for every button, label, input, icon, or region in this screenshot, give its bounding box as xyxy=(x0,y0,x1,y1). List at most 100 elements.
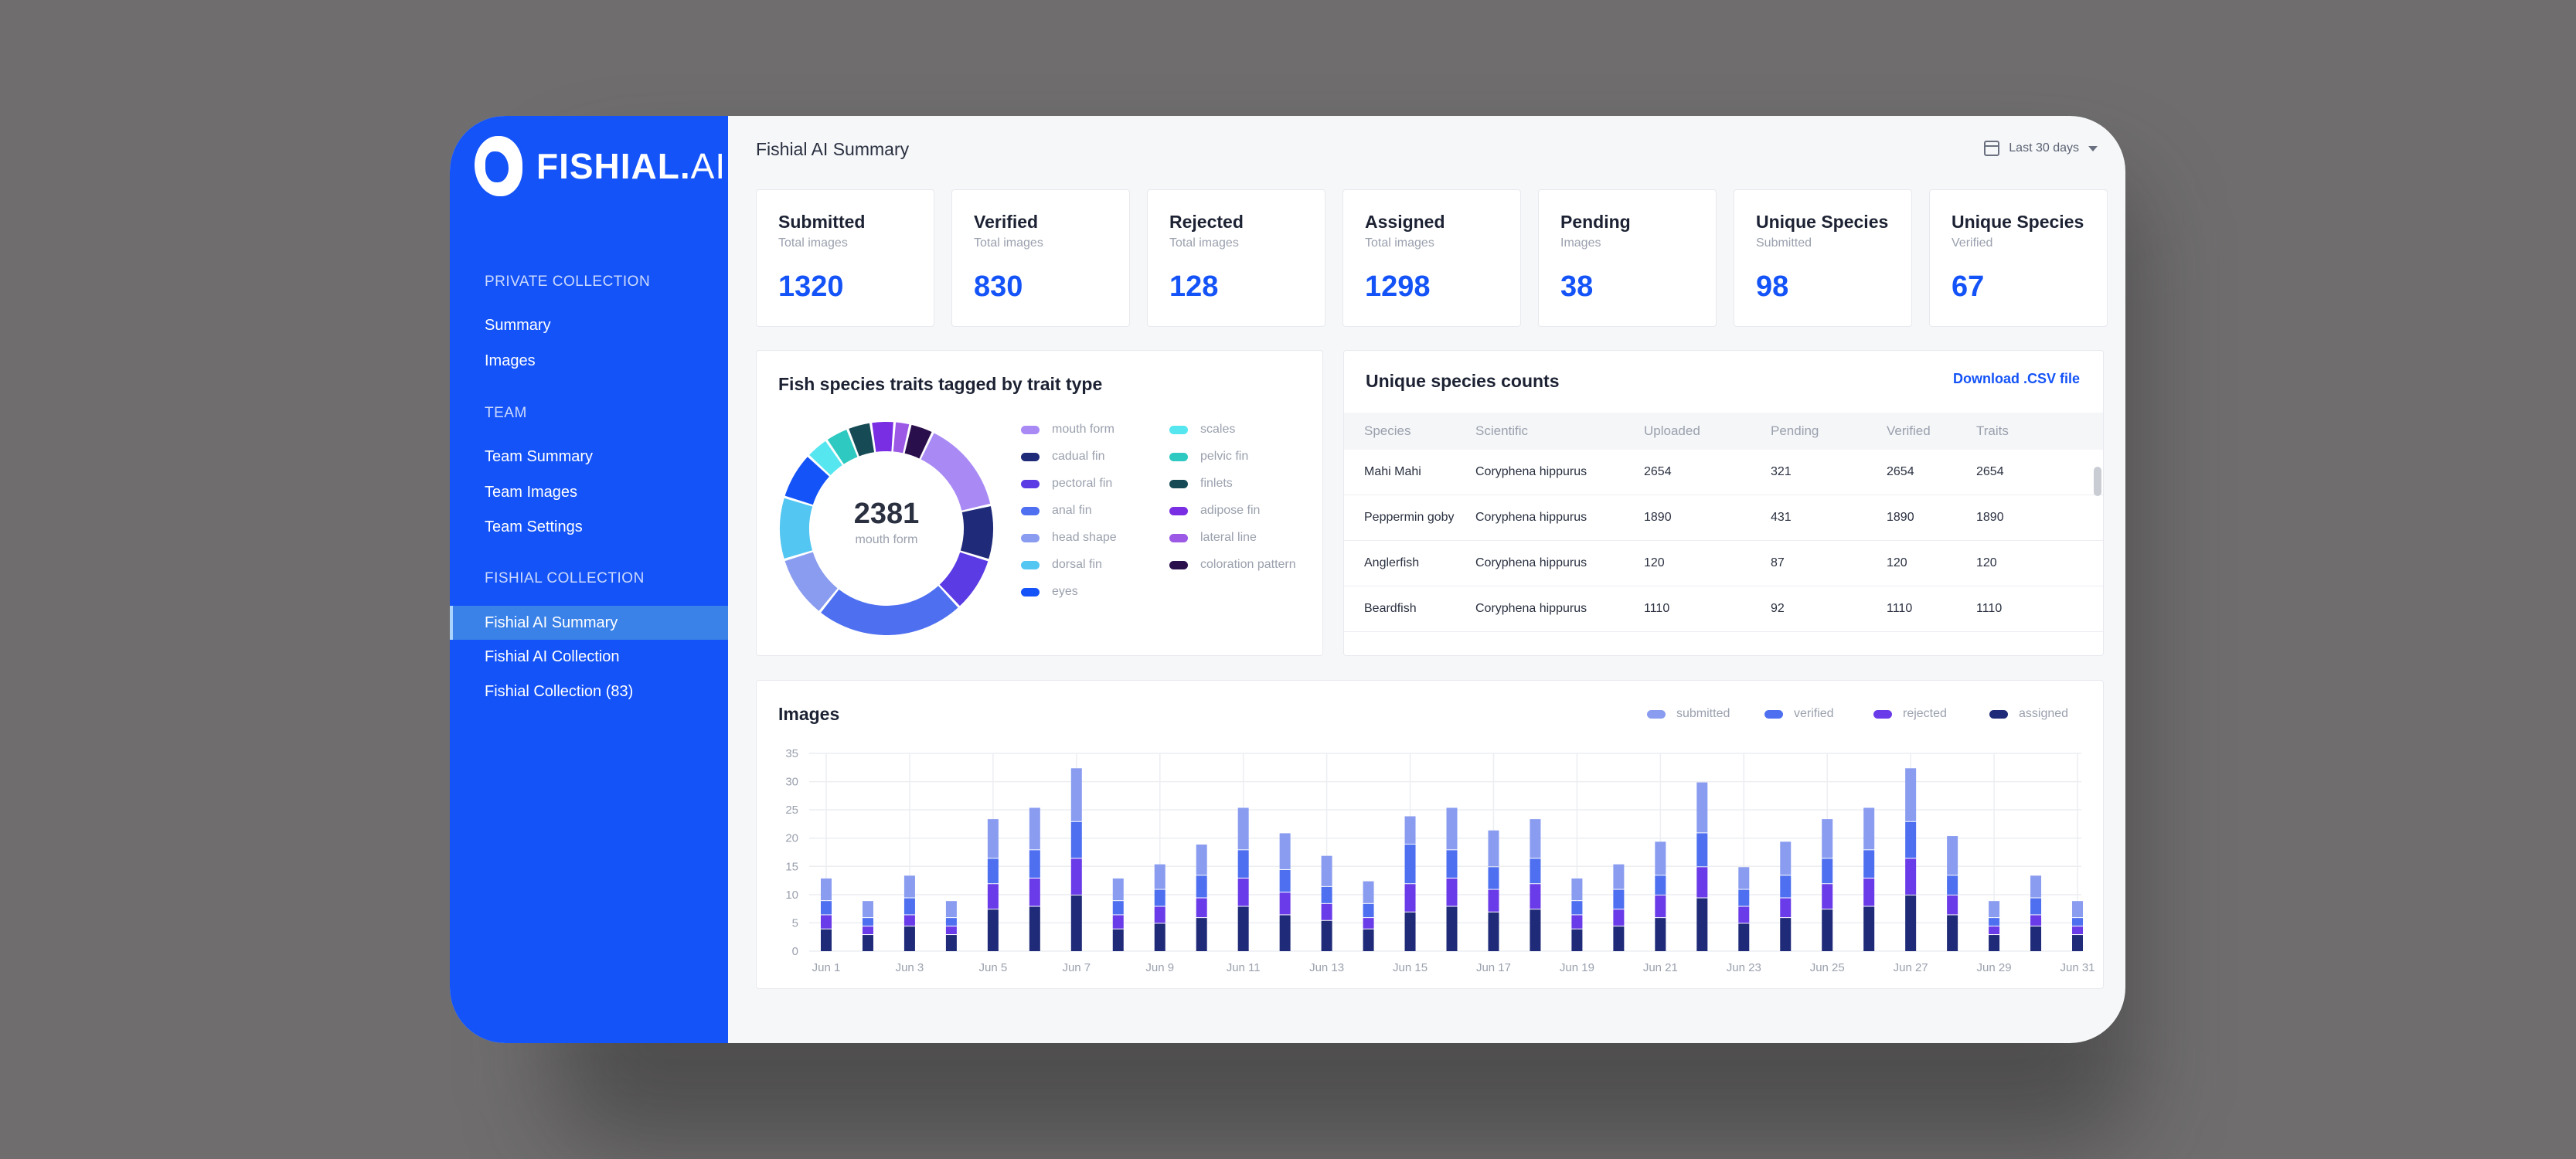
bar-verified-jun-16[interactable] xyxy=(1446,850,1458,878)
bar-assigned-jun-19[interactable] xyxy=(1571,929,1583,951)
bar-submitted-jun-11[interactable] xyxy=(1237,807,1249,850)
bar-rejected-jun-11[interactable] xyxy=(1237,878,1249,906)
logo[interactable]: FISHIAL.AI xyxy=(475,136,726,196)
bar-submitted-jun-19[interactable] xyxy=(1571,878,1583,901)
legend-item-mouth-form[interactable]: mouth form xyxy=(1021,423,1114,437)
bar-submitted-jun-1[interactable] xyxy=(821,878,832,901)
sidebar-item-fishial-ai-summary[interactable]: Fishial AI Summary xyxy=(450,606,728,640)
bar-assigned-jun-2[interactable] xyxy=(862,935,873,951)
card-unique-species-submitted[interactable]: Unique Species Submitted 98 xyxy=(1734,189,1912,327)
bar-assigned-jun-30[interactable] xyxy=(2030,926,2042,951)
card-unique-species-verified[interactable]: Unique Species Verified 67 xyxy=(1929,189,2108,327)
donut-slice-coloration-pattern[interactable] xyxy=(904,424,932,459)
bar-submitted-jun-13[interactable] xyxy=(1321,855,1332,886)
legend-item-adipose-fin[interactable]: adipose fin xyxy=(1169,504,1260,518)
bar-assigned-jun-28[interactable] xyxy=(1947,915,1958,951)
bar-assigned-jun-20[interactable] xyxy=(1613,926,1625,951)
bar-assigned-jun-10[interactable] xyxy=(1196,918,1207,951)
bar-submitted-jun-2[interactable] xyxy=(862,901,873,918)
bar-assigned-jun-7[interactable] xyxy=(1070,895,1082,951)
bar-verified-jun-14[interactable] xyxy=(1363,903,1374,918)
bar-assigned-jun-24[interactable] xyxy=(1780,918,1792,951)
column-header[interactable]: Uploaded xyxy=(1644,423,1700,438)
donut-slice-dorsal-fin[interactable] xyxy=(780,498,813,559)
sidebar-item-team-summary[interactable]: Team Summary xyxy=(485,447,594,465)
download-csv-link[interactable]: Download .CSV file xyxy=(1952,371,2080,386)
bar-rejected-jun-4[interactable] xyxy=(945,926,957,935)
bar-submitted-jun-26[interactable] xyxy=(1863,807,1875,850)
bar-verified-jun-25[interactable] xyxy=(1822,858,1833,884)
donut-slice-adipose-fin[interactable] xyxy=(872,422,893,452)
bar-rejected-jun-10[interactable] xyxy=(1196,898,1207,918)
bar-verified-jun-21[interactable] xyxy=(1655,875,1666,895)
bar-assigned-jun-25[interactable] xyxy=(1822,909,1833,951)
bar-assigned-jun-9[interactable] xyxy=(1154,923,1165,951)
bar-verified-jun-20[interactable] xyxy=(1613,889,1625,909)
bar-verified-jun-28[interactable] xyxy=(1947,875,1958,895)
date-range-dropdown[interactable]: Last 30 days xyxy=(1984,141,2098,156)
bar-rejected-jun-22[interactable] xyxy=(1696,867,1708,898)
legend-item-pelvic-fin[interactable]: pelvic fin xyxy=(1169,450,1248,464)
bar-assigned-jun-4[interactable] xyxy=(945,935,957,951)
bar-verified-jun-17[interactable] xyxy=(1488,867,1499,889)
bar-verified-jun-8[interactable] xyxy=(1112,901,1124,915)
bar-verified-jun-4[interactable] xyxy=(945,918,957,926)
sidebar-item-team-images[interactable]: Team Images xyxy=(485,483,578,501)
bar-assigned-jun-13[interactable] xyxy=(1321,920,1332,951)
bar-submitted-jun-28[interactable] xyxy=(1947,836,1958,875)
bar-verified-jun-26[interactable] xyxy=(1863,850,1875,878)
bar-verified-jun-23[interactable] xyxy=(1738,889,1750,906)
bar-submitted-jun-22[interactable] xyxy=(1696,782,1708,833)
bar-verified-jun-12[interactable] xyxy=(1279,869,1291,892)
bar-assigned-jun-11[interactable] xyxy=(1237,906,1249,951)
bar-verified-jun-7[interactable] xyxy=(1070,821,1082,858)
legend-item-submitted[interactable]: submitted xyxy=(1647,707,1730,721)
table-scrollbar[interactable] xyxy=(2094,467,2101,496)
bar-rejected-jun-15[interactable] xyxy=(1404,884,1416,912)
bar-verified-jun-22[interactable] xyxy=(1696,833,1708,867)
bar-verified-jun-2[interactable] xyxy=(862,918,873,926)
bar-rejected-jun-19[interactable] xyxy=(1571,915,1583,929)
bar-assigned-jun-22[interactable] xyxy=(1696,898,1708,951)
bar-submitted-jun-29[interactable] xyxy=(1989,901,2000,918)
bar-assigned-jun-16[interactable] xyxy=(1446,906,1458,951)
bar-rejected-jun-5[interactable] xyxy=(987,884,999,909)
bar-rejected-jun-9[interactable] xyxy=(1154,906,1165,923)
legend-item-anal-fin[interactable]: anal fin xyxy=(1021,504,1092,518)
bar-verified-jun-6[interactable] xyxy=(1029,850,1040,878)
bar-submitted-jun-20[interactable] xyxy=(1613,864,1625,889)
bar-assigned-jun-1[interactable] xyxy=(821,929,832,951)
donut-slice-pelvic-fin[interactable] xyxy=(827,430,858,464)
bar-verified-jun-11[interactable] xyxy=(1237,850,1249,878)
bar-rejected-jun-17[interactable] xyxy=(1488,889,1499,912)
bar-rejected-jun-8[interactable] xyxy=(1112,915,1124,929)
bar-rejected-jun-2[interactable] xyxy=(862,926,873,935)
bar-rejected-jun-6[interactable] xyxy=(1029,878,1040,906)
bar-verified-jun-18[interactable] xyxy=(1530,858,1541,884)
table-row[interactable]: Beardfish Coryphena hippurus 1110 92 111… xyxy=(1344,586,2103,632)
column-header[interactable]: Pending xyxy=(1771,423,1819,438)
bar-assigned-jun-12[interactable] xyxy=(1279,915,1291,951)
bar-rejected-jun-27[interactable] xyxy=(1905,858,1917,895)
bar-rejected-jun-28[interactable] xyxy=(1947,895,1958,915)
bar-submitted-jun-12[interactable] xyxy=(1279,833,1291,869)
sidebar-item-images[interactable]: Images xyxy=(485,352,536,369)
bar-submitted-jun-21[interactable] xyxy=(1655,841,1666,875)
sidebar-item-fishial-collection[interactable]: Fishial Collection (83) xyxy=(485,682,634,700)
bar-verified-jun-1[interactable] xyxy=(821,901,832,915)
card-rejected[interactable]: Rejected Total images 128 xyxy=(1147,189,1325,327)
column-header[interactable]: Traits xyxy=(1976,423,2009,438)
bar-rejected-jun-14[interactable] xyxy=(1363,918,1374,929)
bar-rejected-jun-18[interactable] xyxy=(1530,884,1541,909)
bar-assigned-jun-3[interactable] xyxy=(903,926,915,951)
bar-assigned-jun-8[interactable] xyxy=(1112,929,1124,951)
card-verified[interactable]: Verified Total images 830 xyxy=(951,189,1130,327)
bar-assigned-jun-5[interactable] xyxy=(987,909,999,951)
bar-verified-jun-29[interactable] xyxy=(1989,918,2000,926)
donut-slice-eyes[interactable] xyxy=(784,457,829,505)
bar-rejected-jun-30[interactable] xyxy=(2030,915,2042,926)
bar-assigned-jun-29[interactable] xyxy=(1989,935,2000,951)
legend-item-cadual-fin[interactable]: cadual fin xyxy=(1021,450,1105,464)
bar-assigned-jun-21[interactable] xyxy=(1655,918,1666,951)
bar-verified-jun-30[interactable] xyxy=(2030,898,2042,915)
